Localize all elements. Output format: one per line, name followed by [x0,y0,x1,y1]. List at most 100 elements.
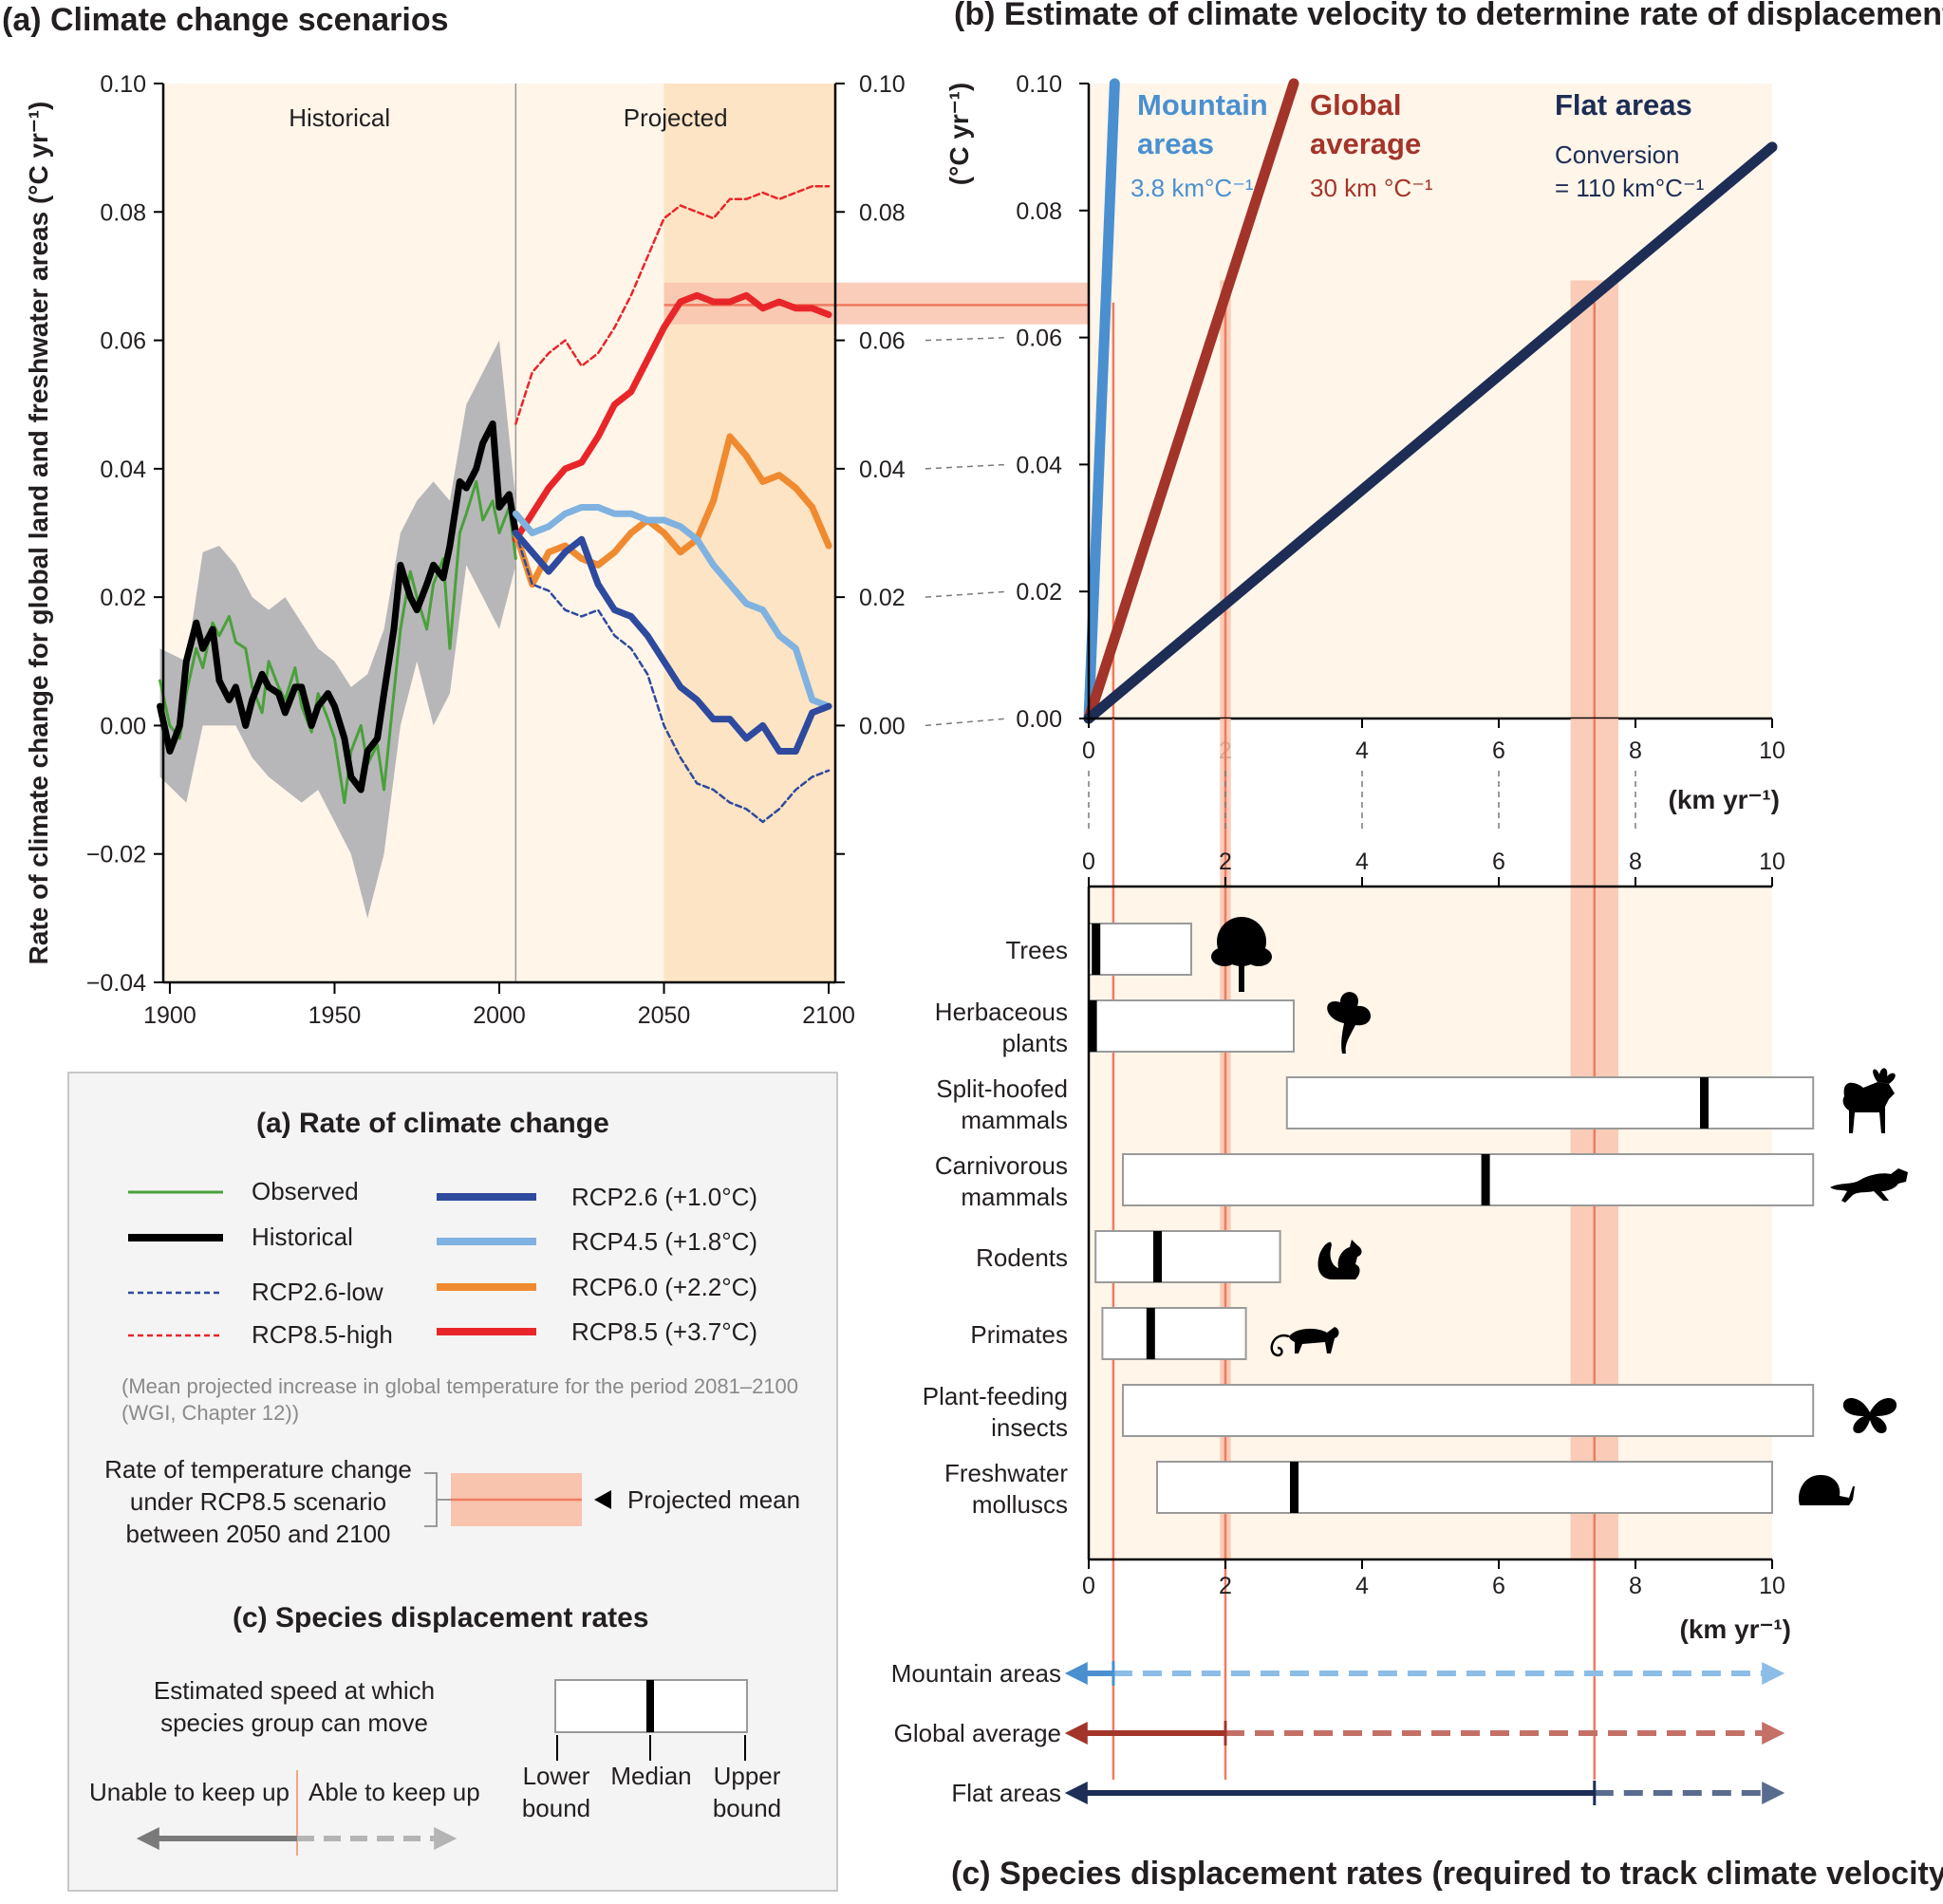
species-median [1088,1000,1097,1052]
legend-title-c: (c) Species displacement rates [233,1602,649,1633]
velocity-line-flat-areas [1083,141,1778,724]
moose-icon [1842,1068,1896,1133]
panel-c-top-xtick-label: 8 [1629,849,1642,875]
panel-b: (b) Estimate of climate velocity to dete… [944,0,1943,814]
region-label-historical: Historical [289,103,390,132]
panel-b-title: (b) Estimate of climate velocity to dete… [954,0,1943,32]
legend-speed-line2: species group can move [160,1708,428,1737]
panel-c-axes: 0 0 2 2 4 4 6 6 8 8 10 10 [1082,849,1785,1599]
snail-icon [1798,1475,1855,1505]
panel-a-ytick-label: −0.04 [86,970,146,997]
legend-rcp45: RCP4.5 (+1.8°C) [571,1227,757,1256]
panel-a-ytick-label: 0.08 [100,199,146,226]
panel-c: Trees Herbaceous plants Split-hoofed mammals… [891,719,1943,1892]
monkey-icon [1270,1327,1339,1357]
panel-a-ytick-label: 0.10 [100,71,146,98]
connector-dash [925,336,1009,342]
species-bar [1156,1461,1773,1514]
panel-b-ytick-label: 0.04 [1016,452,1062,478]
species-bar [1122,1384,1815,1437]
flat-conversion-line2: = 110 km°C⁻¹ [1555,174,1705,202]
species-median [1700,1077,1709,1129]
legend-projected-mean: Projected mean [627,1485,800,1514]
panel-a-right-ytick-label: 0.06 [859,328,906,355]
panel-b-ytick-label: 0.02 [1016,579,1062,606]
species-bar [1285,1076,1815,1129]
species-label: Plant-feeding [923,1382,1068,1410]
panel-b-lines [1083,78,1778,724]
species-label: plants [1002,1029,1068,1057]
panel-connectors [925,336,1636,832]
panel-a-xtick-label: 2050 [638,1002,691,1029]
species-bar [1088,999,1295,1053]
global-label-line2: average [1310,127,1421,160]
panel-c-xtick-label: 0 [1082,1573,1095,1599]
velocity-bands [1112,280,1618,719]
legend-upper-line1: Upper [714,1762,781,1790]
panel-a-ytick-label: 0.06 [100,328,146,355]
legend-rcp85high: RCP8.5-high [252,1320,393,1349]
mountain-rate: 3.8 km°C⁻¹ [1130,174,1254,202]
legend-observed: Observed [252,1177,359,1205]
species-bars: Trees Herbaceous plants Split-hoofed mammals… [923,923,1815,1519]
series-observed [159,479,517,805]
connector-dash [925,590,1009,598]
panel-a-right-ytick-label: 0.02 [859,585,906,611]
panel-a-title: (a) Climate change scenarios [2,2,449,38]
species-label: mammals [961,1106,1068,1134]
legend-lower-line2: bound [522,1794,590,1822]
series-rcp2-6-low [514,532,831,824]
cat-icon [1830,1168,1908,1203]
legend-box: (a) Rate of climate change Observed Hist… [67,1072,838,1892]
connector-dash [925,463,1009,470]
series-rcp4-5-1-8-c [512,503,832,710]
panel-c-plot-background [1089,887,1772,1559]
leaf-icon [1327,992,1371,1054]
panel-b-plot-background [1089,84,1772,719]
legend-rcp85: RCP8.5 (+3.7°C) [571,1317,757,1346]
panel-b-y-axis-label: (°C yr⁻¹) [944,83,974,185]
species-label: Herbaceous [935,998,1068,1026]
series-historical [157,420,519,793]
legend-speed-line1: Estimated speed at which [154,1676,435,1705]
flat-label: Flat areas [1555,88,1692,121]
legend-rate-line3: between 2050 and 2100 [125,1520,390,1548]
arrow-label: Global average [894,1719,1061,1747]
legend-pointer-icon [594,1490,611,1509]
legend-rcp26: RCP2.6 (+1.0°C) [571,1183,757,1211]
species-label: insects [991,1413,1068,1442]
panel-a-xtick-label: 2100 [802,1002,855,1029]
species-bar [1122,1153,1815,1206]
legend-upper-line2: bound [713,1794,781,1822]
panel-a-right-ytick-label: 0.10 [859,71,906,98]
panel-a-right-ytick-label: 0.08 [859,199,906,226]
panel-c-xtick-label: 2 [1219,1573,1232,1599]
panel-b-xtick-label: 8 [1629,737,1642,764]
panel-b-xtick-label: 0 [1082,737,1095,764]
species-bar [1088,923,1192,976]
panel-a-right-ytick-label: 0.04 [859,457,906,483]
species-median [1153,1231,1162,1282]
legend-unable: Unable to keep up [89,1778,290,1806]
legend-bracket [424,1472,451,1527]
species-median [1146,1308,1155,1359]
panel-c-top-xtick-label: 4 [1355,849,1369,875]
velocity-line-global-average [1083,78,1299,724]
species-median [1290,1462,1298,1513]
legend-able: Able to keep up [308,1778,480,1806]
flat-conversion-line1: Conversion [1555,140,1680,169]
squirrel-icon [1317,1240,1362,1279]
panel-a-series [157,184,832,919]
panel-a-ytick-label: −0.02 [86,842,146,868]
panel-c-top-xtick-label: 10 [1759,849,1785,875]
species-label: molluscs [972,1490,1068,1519]
legend-historical: Historical [252,1223,353,1251]
species-bar [1094,1230,1281,1283]
species-label: mammals [961,1183,1068,1211]
species-median [1481,1154,1490,1205]
tree-icon [1211,917,1272,992]
panel-b-ytick-label: 0.06 [1016,326,1062,352]
panel-a-ytick-label: 0.00 [100,713,146,739]
butterfly-icon [1842,1397,1897,1433]
